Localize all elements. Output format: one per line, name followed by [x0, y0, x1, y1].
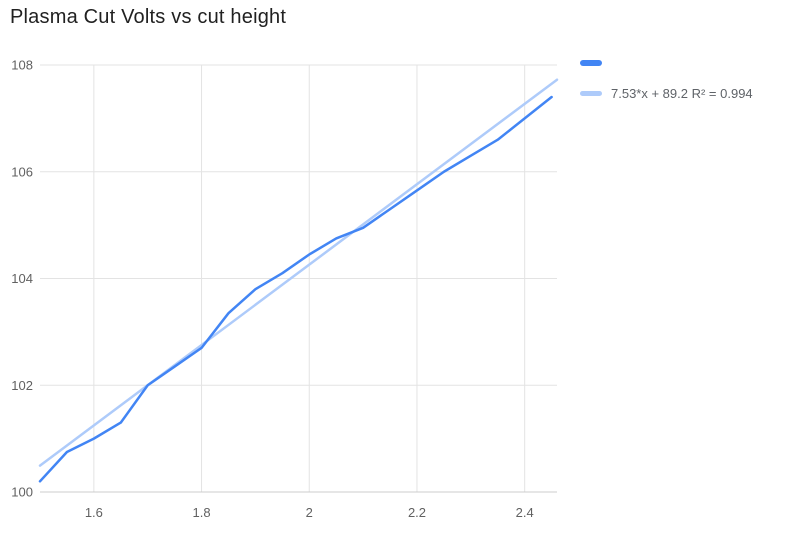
series-line — [38, 95, 553, 483]
trendline — [38, 78, 559, 467]
legend-item — [580, 57, 780, 69]
legend: 7.53*x + 89.2 R² = 0.994 — [580, 57, 780, 118]
chart-title: Plasma Cut Volts vs cut height — [10, 6, 287, 28]
legend-label: 7.53*x + 89.2 R² = 0.994 — [611, 86, 753, 101]
x-tick-label: 2.2 — [408, 505, 426, 520]
x-tick-label: 2 — [306, 505, 313, 520]
y-tick-label: 102 — [11, 378, 33, 393]
x-tick-label: 2.4 — [516, 505, 534, 520]
y-tick-label: 106 — [11, 164, 33, 179]
y-tick-label: 108 — [11, 58, 33, 73]
legend-swatch — [580, 91, 602, 96]
x-tick-label: 1.8 — [193, 505, 211, 520]
y-tick-label: 104 — [11, 271, 33, 286]
legend-swatch — [580, 60, 602, 66]
y-tick-label: 100 — [11, 485, 33, 500]
x-tick-label: 1.6 — [85, 505, 103, 520]
legend-item: 7.53*x + 89.2 R² = 0.994 — [580, 86, 780, 101]
